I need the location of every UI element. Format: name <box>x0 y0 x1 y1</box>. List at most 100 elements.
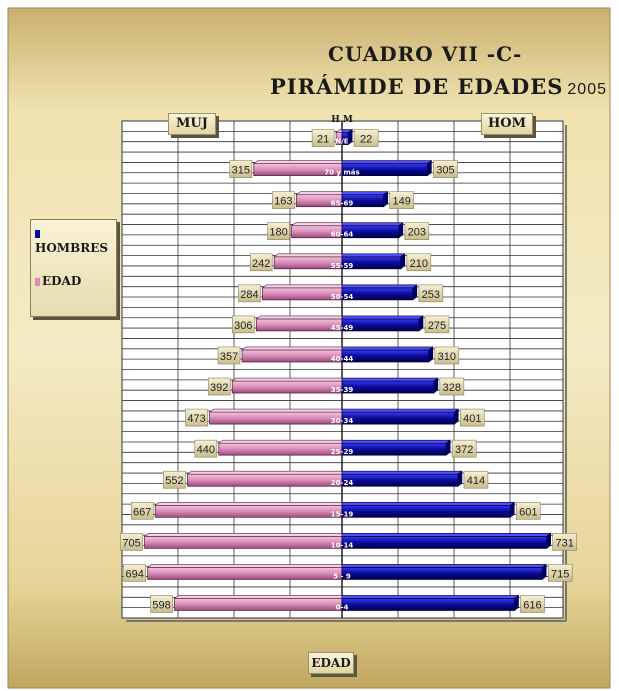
bar-women-10-14 <box>144 535 343 549</box>
category-label-15-19: 15-19 <box>331 510 354 518</box>
bar-men-side-N/E <box>347 128 353 146</box>
legend-item-hombres: HOMBRES <box>35 226 113 256</box>
legend-label-edad: EDAD <box>42 274 82 288</box>
chart-subtitle: PIRÁMIDE DE EDADES 2005 <box>270 74 607 99</box>
men-value-box-60-64 <box>404 222 430 241</box>
bar-women-top-25-29 <box>217 439 343 444</box>
women-value-box-55-59 <box>249 253 273 272</box>
bar-men-side-15-19 <box>509 501 515 518</box>
bar-women-40-44 <box>241 349 343 363</box>
men-value-label-35-39: 328 <box>443 382 461 394</box>
men-value-label-40-44: 310 <box>438 351 456 363</box>
men-value-box-40-44 <box>434 346 460 365</box>
men-value-box-10-14 <box>552 533 577 551</box>
bar-women-20-24 <box>187 473 343 487</box>
men-value-label-30-34: 401 <box>463 413 481 425</box>
men-value-label-0-4: 616 <box>523 599 541 611</box>
category-label-50-54: 50-54 <box>331 293 354 301</box>
bar-men-top-5 - 9 <box>341 564 548 568</box>
bar-men-top-65-69 <box>341 191 389 195</box>
women-value-label-5 - 9: 694 <box>126 568 144 580</box>
men-value-box-15-19 <box>515 501 541 520</box>
men-value-box-20-24 <box>463 470 489 489</box>
bar-men-side-50-54 <box>412 284 418 301</box>
bar-women-top-60-64 <box>290 222 343 227</box>
bar-women-top-65-69 <box>295 191 343 195</box>
category-label-N/E: N/E <box>335 138 348 146</box>
bar-men-side-25-29 <box>445 439 451 456</box>
bar-women-30-34 <box>209 411 343 425</box>
category-label-20-24: 20-24 <box>331 479 354 487</box>
bar-men-side-45-49 <box>418 315 424 332</box>
bar-women-top-5 - 9 <box>146 564 343 568</box>
bar-men-45-49 <box>341 318 420 332</box>
bar-men-20-24 <box>341 473 459 487</box>
bar-women-top-0-4 <box>173 595 343 599</box>
bar-men-top-70 y más <box>341 160 433 164</box>
bar-men-5 - 9 <box>341 567 543 580</box>
category-label-65-69: 65-69 <box>331 200 354 208</box>
bar-men-top-10-14 <box>341 533 552 537</box>
women-value-box-45-49 <box>232 315 255 334</box>
bar-women-top-40-44 <box>241 346 343 351</box>
bar-men-top-35-39 <box>341 377 439 382</box>
men-side-label: HOM <box>481 113 533 135</box>
women-value-box-35-39 <box>207 377 231 396</box>
legend-swatch-edad <box>35 277 40 286</box>
women-value-box-5 - 9 <box>123 564 146 582</box>
women-value-label-25-29: 440 <box>197 444 215 456</box>
women-value-label-40-44: 357 <box>220 351 238 363</box>
legend-swatch-hombres <box>35 229 40 238</box>
women-value-box-40-44 <box>217 346 241 365</box>
women-value-box-30-34 <box>185 408 208 427</box>
women-value-box-60-64 <box>267 222 290 241</box>
men-value-box-5 - 9 <box>547 564 573 582</box>
women-value-box-25-29 <box>194 439 218 458</box>
men-value-box-50-54 <box>418 284 444 303</box>
bar-men-side-10-14 <box>546 532 551 549</box>
bar-women-15-19 <box>154 504 343 518</box>
women-value-label-55-59: 242 <box>252 258 270 270</box>
men-value-box-35-39 <box>439 377 465 396</box>
category-label-25-29: 25-29 <box>331 448 354 456</box>
men-value-label-25-29: 372 <box>455 444 473 456</box>
bar-women-top-30-34 <box>208 408 343 413</box>
women-value-label-20-24: 552 <box>165 475 183 487</box>
women-value-box-70 y más <box>229 160 253 178</box>
bar-men-30-34 <box>341 411 455 425</box>
men-value-label-70 y más: 305 <box>436 165 454 177</box>
bar-women-25-29 <box>218 442 343 456</box>
men-value-label-55-59: 210 <box>410 258 428 270</box>
category-label-30-34: 30-34 <box>331 417 354 425</box>
bar-men-35-39 <box>341 380 435 394</box>
men-value-box-70 y más <box>433 160 458 178</box>
men-value-box-0-4 <box>520 595 545 613</box>
men-value-label-65-69: 149 <box>393 196 411 208</box>
bar-women-5 - 9 <box>147 567 343 580</box>
category-label-0-4: 0-4 <box>336 603 349 611</box>
women-value-label-15-19: 667 <box>133 506 151 518</box>
bar-men-side-40-44 <box>428 346 434 363</box>
bar-women-45-49 <box>255 318 343 332</box>
women-side-label: MUJ <box>168 113 216 135</box>
bar-men-0-4 <box>341 598 515 611</box>
men-value-box-25-29 <box>451 439 477 458</box>
category-label-60-64: 60-64 <box>331 231 354 239</box>
legend-item-edad: EDAD <box>35 274 113 289</box>
legend: HOMBRES EDAD <box>30 219 117 317</box>
bar-men-top-20-24 <box>341 470 463 475</box>
women-value-box-15-19 <box>130 501 154 520</box>
women-value-label-35-39: 392 <box>210 382 228 394</box>
bar-women-top-55-59 <box>273 253 343 258</box>
bar-men-side-20-24 <box>457 470 463 487</box>
bar-men-side-5 - 9 <box>541 563 547 581</box>
bar-men-side-65-69 <box>383 191 389 208</box>
chart-title: CUADRO VII -C- <box>328 42 523 66</box>
bar-men-side-35-39 <box>433 377 439 394</box>
bar-men-top-30-34 <box>341 408 460 413</box>
men-value-label-15-19: 601 <box>519 506 537 518</box>
bar-women-top-20-24 <box>186 470 343 475</box>
legend-label-hombres: HOMBRES <box>35 241 109 255</box>
women-value-label-65-69: 163 <box>274 196 292 208</box>
men-value-label-45-49: 275 <box>428 320 446 332</box>
